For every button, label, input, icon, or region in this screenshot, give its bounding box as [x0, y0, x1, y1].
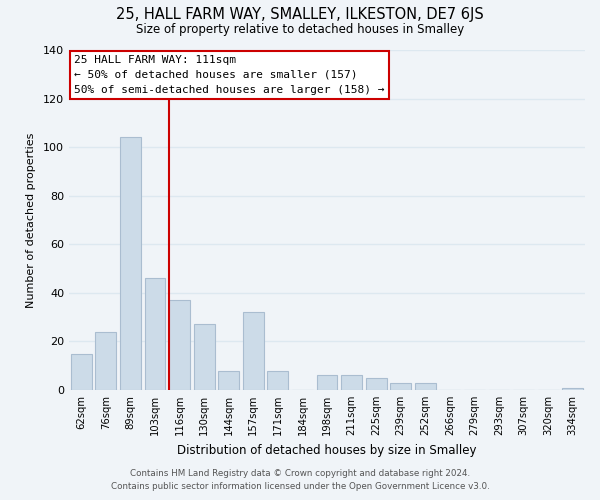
- Bar: [341, 376, 362, 390]
- Text: 25 HALL FARM WAY: 111sqm
← 50% of detached houses are smaller (157)
50% of semi-: 25 HALL FARM WAY: 111sqm ← 50% of detach…: [74, 55, 385, 94]
- Bar: [365, 378, 386, 390]
- Bar: [71, 354, 92, 390]
- Text: 25, HALL FARM WAY, SMALLEY, ILKESTON, DE7 6JS: 25, HALL FARM WAY, SMALLEY, ILKESTON, DE…: [116, 8, 484, 22]
- Bar: [120, 138, 141, 390]
- Bar: [390, 382, 411, 390]
- Bar: [145, 278, 166, 390]
- Text: Size of property relative to detached houses in Smalley: Size of property relative to detached ho…: [136, 22, 464, 36]
- Bar: [218, 370, 239, 390]
- Bar: [268, 370, 289, 390]
- Bar: [317, 376, 337, 390]
- X-axis label: Distribution of detached houses by size in Smalley: Distribution of detached houses by size …: [177, 444, 477, 456]
- Text: Contains HM Land Registry data © Crown copyright and database right 2024.
Contai: Contains HM Land Registry data © Crown c…: [110, 470, 490, 491]
- Bar: [194, 324, 215, 390]
- Bar: [95, 332, 116, 390]
- Bar: [562, 388, 583, 390]
- Bar: [415, 382, 436, 390]
- Bar: [243, 312, 264, 390]
- Y-axis label: Number of detached properties: Number of detached properties: [26, 132, 36, 308]
- Bar: [169, 300, 190, 390]
